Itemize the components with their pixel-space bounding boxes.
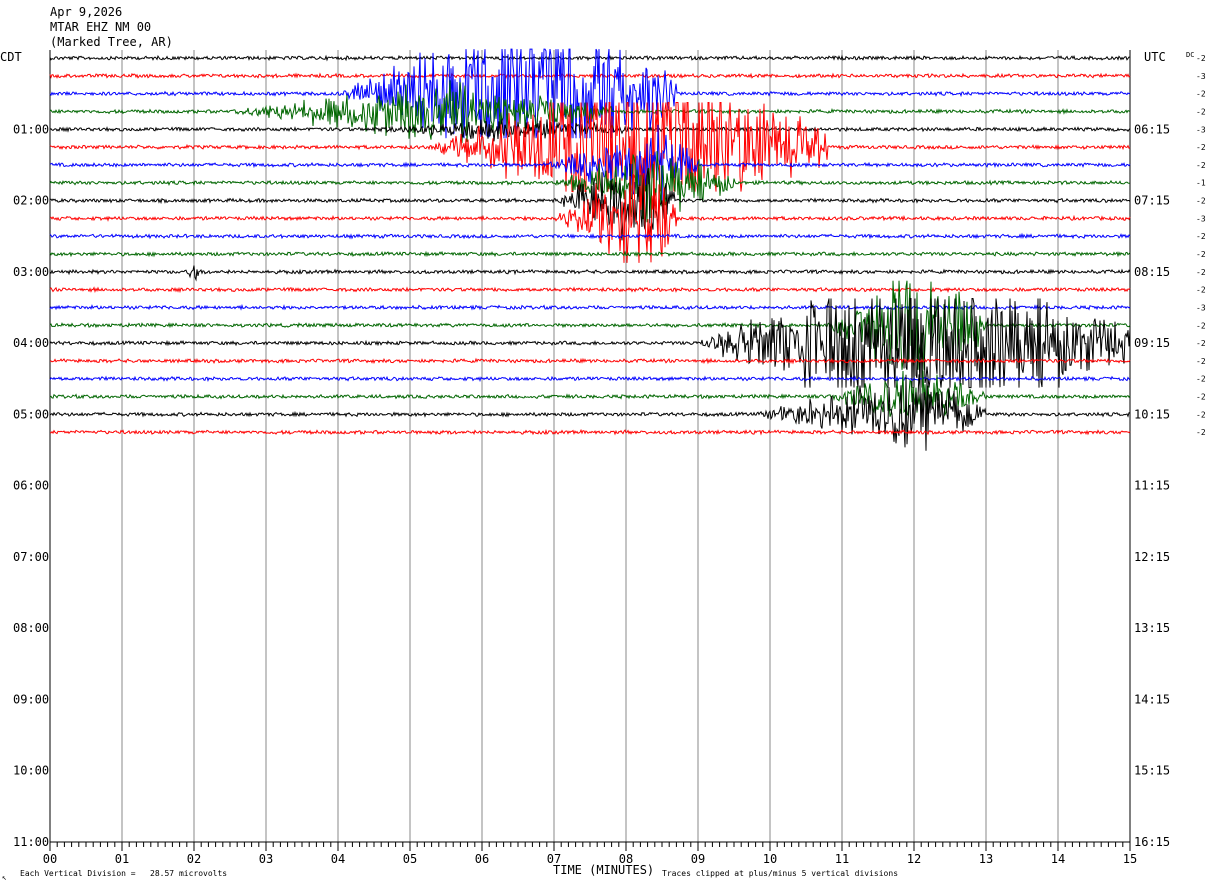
header-date: Apr 9,2026 bbox=[50, 5, 122, 19]
x-tick-label-08: 08 bbox=[619, 852, 633, 866]
header-location: (Marked Tree, AR) bbox=[50, 35, 173, 49]
seismic-trace-row-17 bbox=[49, 357, 1131, 365]
dc-offset-label: -2 bbox=[1196, 143, 1206, 152]
header-station: MTAR EHZ NM 00 bbox=[50, 20, 151, 34]
dc-offset-label: -2 bbox=[1196, 357, 1206, 366]
dc-offset-label: -2 bbox=[1196, 107, 1206, 116]
dc-offset-label: -2 bbox=[1196, 375, 1206, 384]
seismic-trace-row-0 bbox=[49, 54, 1131, 62]
hour-label-right: 11:15 bbox=[1134, 479, 1170, 493]
dc-offset-label: -2 bbox=[1196, 250, 1206, 259]
dc-offset-label: -2 bbox=[1196, 268, 1206, 277]
seismic-trace-row-15 bbox=[49, 280, 1131, 370]
axis-layer: 00 01 02 03 04 05 06 07 08 09 10 11 12 13 14 15 01:00 02:… bbox=[13, 54, 1206, 866]
x-tick-label-12: 12 bbox=[907, 852, 921, 866]
x-tick-label-02: 02 bbox=[187, 852, 201, 866]
clip-note: Traces clipped at plus/minus 5 vertical … bbox=[662, 869, 898, 878]
seismic-trace-row-21 bbox=[49, 428, 1131, 436]
hour-label-right: 16:15 bbox=[1134, 835, 1170, 849]
hour-label-left: 02:00 bbox=[13, 194, 49, 208]
seismic-trace-row-6 bbox=[49, 124, 1131, 203]
x-tick-label-00: 00 bbox=[43, 852, 57, 866]
right-timezone-label: UTC bbox=[1144, 50, 1166, 64]
dc-offset-label: -3 bbox=[1196, 72, 1206, 81]
x-tick-label-01: 01 bbox=[115, 852, 129, 866]
seismic-trace-row-13 bbox=[49, 286, 1131, 294]
scale-note: Each Vertical Division = 28.57 microvolt… bbox=[20, 869, 227, 878]
seismic-trace-row-12 bbox=[49, 265, 1131, 282]
hour-label-right: 12:15 bbox=[1134, 550, 1170, 564]
dc-offset-label: -2 bbox=[1196, 321, 1206, 330]
hour-label-left: 07:00 bbox=[13, 550, 49, 564]
hour-label-left: 09:00 bbox=[13, 692, 49, 706]
seismic-trace-row-18 bbox=[49, 375, 1131, 383]
seismic-trace-row-16 bbox=[49, 298, 1131, 389]
hour-label-right: 06:15 bbox=[1134, 122, 1170, 136]
seismic-trace-row-1 bbox=[49, 72, 1131, 80]
x-tick-label-11: 11 bbox=[835, 852, 849, 866]
corner-mark: ↖ bbox=[2, 873, 7, 882]
hour-label-left: 11:00 bbox=[13, 835, 49, 849]
dc-offset-label: -2 bbox=[1196, 428, 1206, 437]
hour-label-left: 08:00 bbox=[13, 621, 49, 635]
seismic-trace-row-8 bbox=[49, 163, 1131, 241]
x-tick-label-05: 05 bbox=[403, 852, 417, 866]
x-tick-label-14: 14 bbox=[1051, 852, 1065, 866]
hour-label-left: 01:00 bbox=[13, 122, 49, 136]
hour-label-left: 06:00 bbox=[13, 479, 49, 493]
seismic-trace-row-20 bbox=[49, 374, 1130, 451]
dc-offset-label: -2 bbox=[1196, 197, 1206, 206]
x-tick-label-10: 10 bbox=[763, 852, 777, 866]
hour-label-right: 09:15 bbox=[1134, 336, 1170, 350]
x-tick-label-13: 13 bbox=[979, 852, 993, 866]
dc-label: DC bbox=[1186, 51, 1194, 59]
dc-offset-label: -2 bbox=[1196, 410, 1206, 419]
x-axis-title: TIME (MINUTES) bbox=[553, 863, 654, 877]
dc-offset-label: -2 bbox=[1196, 339, 1206, 348]
dc-offset-label: -2 bbox=[1196, 54, 1206, 63]
hour-label-left: 03:00 bbox=[13, 265, 49, 279]
dc-offset-label: -2 bbox=[1196, 90, 1206, 99]
hour-label-left: 10:00 bbox=[13, 764, 49, 778]
dc-offset-label: -2 bbox=[1196, 286, 1206, 295]
seismic-trace-row-3 bbox=[49, 80, 1131, 144]
dc-offset-label: -1 bbox=[1196, 179, 1206, 188]
seismic-trace-row-10 bbox=[49, 232, 1131, 240]
dc-offset-label: -3 bbox=[1196, 214, 1206, 223]
seismic-trace-row-11 bbox=[49, 250, 1131, 258]
trace-layer bbox=[49, 48, 1131, 451]
hour-label-right: 07:15 bbox=[1134, 194, 1170, 208]
x-tick-label-07: 07 bbox=[547, 852, 561, 866]
hour-label-right: 08:15 bbox=[1134, 265, 1170, 279]
hour-label-right: 10:15 bbox=[1134, 407, 1170, 421]
x-tick-label-15: 15 bbox=[1123, 852, 1137, 866]
dc-offset-label: -2 bbox=[1196, 232, 1206, 241]
dc-offset-label: -2 bbox=[1196, 161, 1206, 170]
seismic-trace-row-2 bbox=[49, 48, 1131, 139]
hour-label-right: 14:15 bbox=[1134, 692, 1170, 706]
dc-offset-label: -3 bbox=[1196, 303, 1206, 312]
seismic-trace-row-14 bbox=[49, 303, 1131, 311]
seismic-trace-row-7 bbox=[49, 151, 1131, 223]
dc-offset-label: -3 bbox=[1196, 125, 1206, 134]
left-timezone-label: CDT bbox=[0, 50, 22, 64]
hour-label-left: 04:00 bbox=[13, 336, 49, 350]
x-tick-label-06: 06 bbox=[475, 852, 489, 866]
x-tick-label-04: 04 bbox=[331, 852, 345, 866]
x-tick-label-09: 09 bbox=[691, 852, 705, 866]
hour-label-right: 13:15 bbox=[1134, 621, 1170, 635]
seismic-trace-row-9 bbox=[49, 173, 1131, 263]
hour-label-left: 05:00 bbox=[13, 407, 49, 421]
hour-label-right: 15:15 bbox=[1134, 764, 1170, 778]
x-tick-label-03: 03 bbox=[259, 852, 273, 866]
dc-offset-label: -2 bbox=[1196, 393, 1206, 402]
seismic-trace-row-5 bbox=[49, 102, 1131, 194]
